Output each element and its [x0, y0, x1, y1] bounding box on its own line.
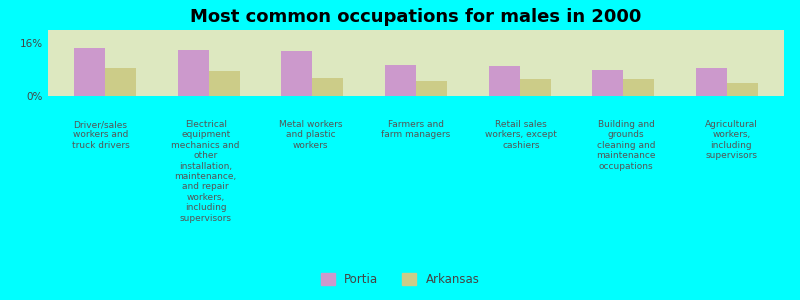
- Bar: [209, 71, 240, 96]
- Text: Building and
grounds
cleaning and
maintenance
occupations: Building and grounds cleaning and mainte…: [597, 120, 656, 171]
- Text: Retail sales
workers, except
cashiers: Retail sales workers, except cashiers: [486, 120, 557, 150]
- Bar: [312, 78, 343, 96]
- Bar: [385, 64, 416, 96]
- Bar: [416, 81, 447, 96]
- Title: Most common occupations for males in 2000: Most common occupations for males in 200…: [190, 8, 642, 26]
- Bar: [282, 51, 312, 96]
- Legend: Portia, Arkansas: Portia, Arkansas: [316, 268, 484, 291]
- Bar: [178, 50, 209, 96]
- Text: Agricultural
workers,
including
supervisors: Agricultural workers, including supervis…: [705, 120, 758, 160]
- Bar: [592, 70, 623, 96]
- Text: Electrical
equipment
mechanics and
other
installation,
maintenance,
and repair
w: Electrical equipment mechanics and other…: [171, 120, 240, 223]
- Bar: [520, 80, 550, 96]
- Bar: [623, 80, 654, 96]
- Bar: [74, 48, 105, 96]
- Bar: [489, 66, 520, 96]
- Bar: [105, 68, 136, 96]
- Text: Farmers and
farm managers: Farmers and farm managers: [382, 120, 450, 140]
- Text: Metal workers
and plastic
workers: Metal workers and plastic workers: [279, 120, 342, 150]
- Bar: [696, 68, 727, 96]
- Bar: [727, 83, 758, 96]
- Text: Driver/sales
workers and
truck drivers: Driver/sales workers and truck drivers: [72, 120, 130, 150]
